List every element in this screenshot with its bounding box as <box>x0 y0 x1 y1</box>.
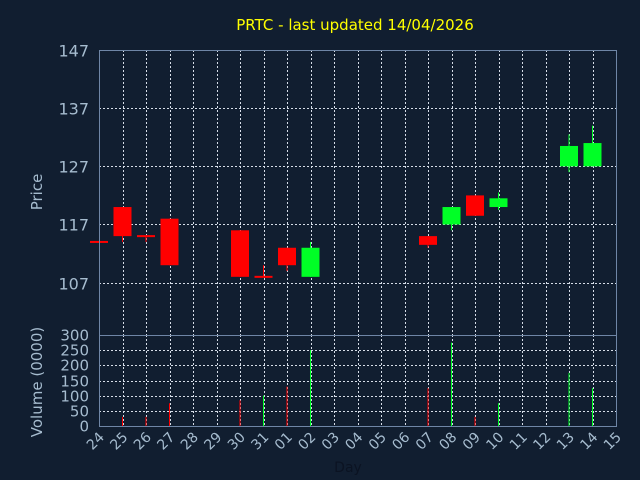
volume-series <box>122 342 593 426</box>
price-tick-label: 127 <box>58 158 89 177</box>
volume-tick-label: 300 <box>60 327 89 345</box>
volume-tick-label: 250 <box>60 342 89 360</box>
x-axis-label: Day <box>334 460 362 476</box>
volume-grid <box>99 335 617 427</box>
candle-body <box>489 198 508 208</box>
candle-body <box>560 145 578 167</box>
volume-panel-frame <box>99 335 617 427</box>
candle-body <box>231 230 249 277</box>
price-tick-label: 137 <box>58 100 89 119</box>
price-tick-label: 117 <box>58 216 89 235</box>
candle-body <box>137 235 155 238</box>
price-tick-label: 147 <box>58 42 89 61</box>
price-grid <box>99 50 617 335</box>
volume-axis-label: Volume (0000) <box>28 327 46 437</box>
candle-body <box>301 247 320 277</box>
price-tick-label: 107 <box>58 275 89 294</box>
candle-body <box>583 143 602 167</box>
price-tick-labels: 107 117 127 137 147 <box>58 42 89 294</box>
candle-body <box>419 236 437 245</box>
volume-tick-label: 150 <box>60 373 89 391</box>
candle-body <box>113 207 132 237</box>
candle-body <box>160 218 179 266</box>
chart-title: PRTC - last updated 14/04/2026 <box>236 16 474 34</box>
price-axis-label: Price <box>28 174 46 211</box>
candlestick-series <box>90 125 602 278</box>
volume-tick-label: 0 <box>79 418 89 436</box>
x-tick-labels: 24 25 26 27 28 29 30 31 01 02 03 04 05 06 07 08 09 10 11 12… <box>84 429 625 453</box>
candle-body <box>278 247 296 266</box>
volume-tick-label: 200 <box>60 357 89 375</box>
volume-tick-label: 50 <box>70 403 89 421</box>
candle-body <box>466 195 484 216</box>
volume-tick-label: 100 <box>60 388 89 406</box>
candle-body <box>254 275 273 278</box>
candle-body <box>442 207 461 225</box>
